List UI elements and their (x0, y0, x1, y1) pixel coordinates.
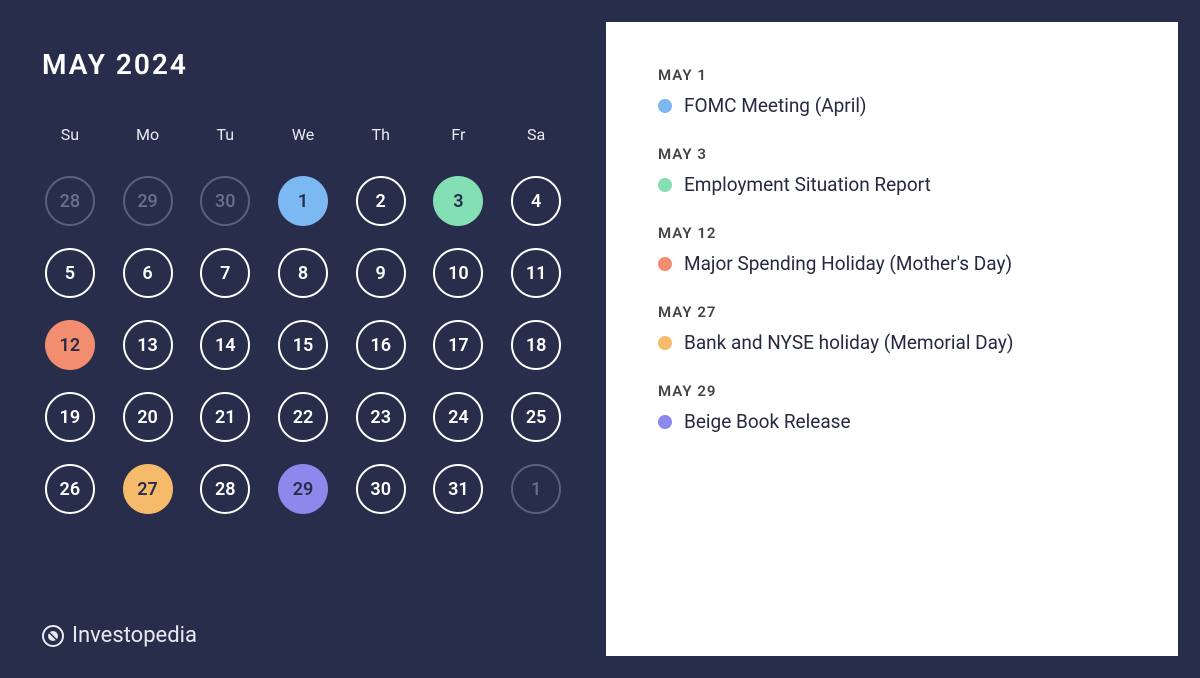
event-date: MAY 27 (658, 303, 1134, 321)
calendar-day: 2 (356, 176, 406, 226)
calendar-day: 20 (123, 392, 173, 442)
calendar-day-event: 3 (433, 176, 483, 226)
day-of-week-header: We (292, 125, 314, 144)
calendar-day: 23 (356, 392, 406, 442)
event-label: Major Spending Holiday (Mother's Day) (684, 252, 1012, 275)
calendar-day: 8 (278, 248, 328, 298)
calendar-day: 9 (356, 248, 406, 298)
day-of-week-header: Fr (451, 125, 465, 144)
calendar-day: 21 (200, 392, 250, 442)
calendar-day-event: 1 (278, 176, 328, 226)
calendar-day: 26 (45, 464, 95, 514)
event-row: Bank and NYSE holiday (Memorial Day) (658, 331, 1134, 354)
brand-label: Investopedia (72, 623, 197, 648)
event-date: MAY 12 (658, 224, 1134, 242)
calendar-day: 7 (200, 248, 250, 298)
calendar-day: 10 (433, 248, 483, 298)
event-label: Bank and NYSE holiday (Memorial Day) (684, 331, 1013, 354)
calendar-day: 11 (511, 248, 561, 298)
event-dot-icon (658, 178, 672, 192)
event-label: FOMC Meeting (April) (684, 94, 867, 117)
day-of-week-header: Tu (216, 125, 234, 144)
brand-icon (42, 625, 64, 647)
event-row: Beige Book Release (658, 410, 1134, 433)
calendar-day: 18 (511, 320, 561, 370)
calendar-day-out: 1 (511, 464, 561, 514)
event-label: Beige Book Release (684, 410, 851, 433)
day-of-week-header: Mo (136, 125, 159, 144)
calendar-day: 30 (356, 464, 406, 514)
event-dot-icon (658, 415, 672, 429)
calendar-day: 6 (123, 248, 173, 298)
event-date: MAY 29 (658, 382, 1134, 400)
calendar-grid: SuMoTuWeThFrSa28293012345678910111213141… (42, 125, 564, 514)
day-of-week-header: Su (61, 125, 79, 144)
calendar-day-event: 27 (123, 464, 173, 514)
event-date: MAY 1 (658, 66, 1134, 84)
calendar-day-out: 28 (45, 176, 95, 226)
event-item: MAY 3 Employment Situation Report (658, 145, 1134, 196)
event-item: MAY 1 FOMC Meeting (April) (658, 66, 1134, 117)
event-row: FOMC Meeting (April) (658, 94, 1134, 117)
calendar-day: 4 (511, 176, 561, 226)
brand: Investopedia (42, 623, 564, 648)
calendar-day-out: 30 (200, 176, 250, 226)
event-item: MAY 29 Beige Book Release (658, 382, 1134, 433)
calendar-day: 15 (278, 320, 328, 370)
event-date: MAY 3 (658, 145, 1134, 163)
event-dot-icon (658, 99, 672, 113)
event-dot-icon (658, 336, 672, 350)
calendar-day: 24 (433, 392, 483, 442)
events-panel: MAY 1 FOMC Meeting (April) MAY 3 Employment… (606, 22, 1178, 656)
calendar-day: 28 (200, 464, 250, 514)
day-of-week-header: Sa (527, 125, 545, 144)
calendar-day: 5 (45, 248, 95, 298)
calendar-day: 31 (433, 464, 483, 514)
page-title: MAY 2024 (42, 48, 564, 81)
calendar-day-event: 12 (45, 320, 95, 370)
day-of-week-header: Th (372, 125, 390, 144)
event-dot-icon (658, 257, 672, 271)
event-label: Employment Situation Report (684, 173, 931, 196)
calendar-day-event: 29 (278, 464, 328, 514)
calendar-day: 17 (433, 320, 483, 370)
calendar-day: 14 (200, 320, 250, 370)
calendar-day: 22 (278, 392, 328, 442)
event-item: MAY 27 Bank and NYSE holiday (Memorial Da… (658, 303, 1134, 354)
event-item: MAY 12 Major Spending Holiday (Mother's D… (658, 224, 1134, 275)
event-row: Employment Situation Report (658, 173, 1134, 196)
event-row: Major Spending Holiday (Mother's Day) (658, 252, 1134, 275)
calendar-day: 19 (45, 392, 95, 442)
calendar-panel: MAY 2024 SuMoTuWeThFrSa28293012345678910… (0, 0, 606, 678)
calendar-day: 13 (123, 320, 173, 370)
calendar-day-out: 29 (123, 176, 173, 226)
calendar-day: 25 (511, 392, 561, 442)
calendar-day: 16 (356, 320, 406, 370)
